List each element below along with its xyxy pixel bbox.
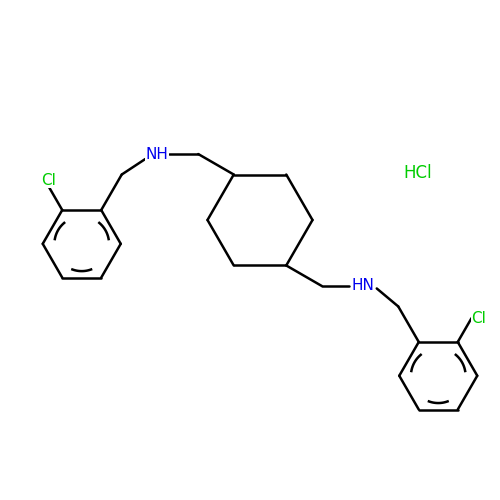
Text: HCl: HCl <box>403 164 432 182</box>
Text: NH: NH <box>146 146 169 162</box>
Text: HN: HN <box>352 278 374 293</box>
Text: Cl: Cl <box>472 310 486 326</box>
Text: Cl: Cl <box>41 172 56 188</box>
